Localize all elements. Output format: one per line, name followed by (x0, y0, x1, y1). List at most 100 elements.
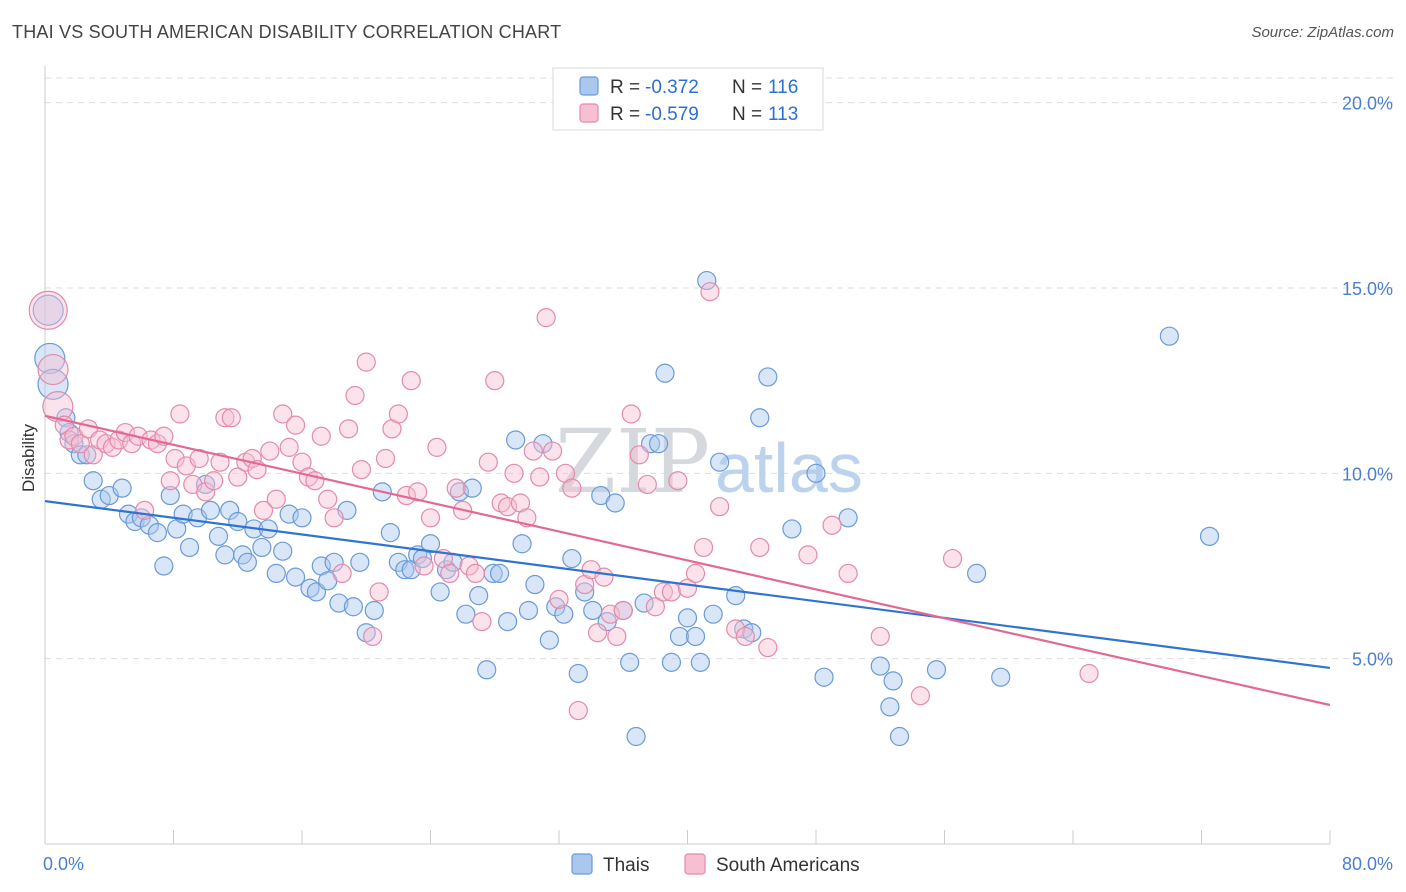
point-south-americans (710, 497, 730, 517)
y-axis-title: Disability (19, 423, 38, 492)
point-thais (489, 563, 510, 584)
point-south-americans (613, 600, 633, 621)
legend-series: Thais South Americans (571, 853, 860, 876)
point-south-americans (542, 441, 563, 461)
point-thais (539, 630, 559, 650)
point-south-americans (629, 445, 649, 465)
point-thais (605, 493, 625, 513)
point-south-americans (750, 537, 770, 558)
point-south-americans (523, 441, 543, 461)
point-south-americans (668, 471, 688, 491)
point-thais (685, 626, 706, 647)
point-south-americans (42, 391, 74, 423)
point-thais (215, 545, 235, 565)
trend-line-thais (44, 500, 1331, 670)
point-thais (806, 463, 826, 483)
point-south-americans (1079, 663, 1099, 684)
point-south-americans (504, 463, 524, 483)
y-tick-label: 10.0% (1342, 464, 1393, 484)
point-south-americans (726, 619, 746, 639)
watermark-atlas: atlas (715, 429, 863, 507)
point-thais (883, 671, 903, 691)
point-thais (364, 600, 384, 621)
point-thais (285, 567, 306, 587)
point-thais (562, 548, 582, 569)
point-thais (506, 430, 526, 450)
point-south-americans (363, 626, 383, 647)
point-south-americans (621, 404, 641, 424)
point-south-americans (318, 489, 338, 509)
point-thais (477, 660, 497, 680)
point-thais (525, 574, 545, 595)
point-thais (292, 508, 312, 528)
point-south-americans (536, 308, 556, 328)
point-south-americans (253, 500, 274, 520)
point-south-americans (260, 441, 280, 461)
point-south-americans (478, 452, 498, 472)
point-thais (655, 363, 675, 383)
point-thais (147, 523, 168, 543)
point-thais (575, 582, 595, 602)
data-points (28, 270, 1220, 747)
point-south-americans (653, 582, 674, 602)
point-south-americans (427, 437, 447, 457)
point-thais (626, 726, 646, 747)
legend-label-south-americans: South Americans (716, 855, 860, 876)
point-south-americans (196, 482, 216, 502)
y-tick-label: 5.0% (1352, 650, 1393, 670)
point-thais (83, 471, 103, 491)
point-thais (436, 560, 457, 580)
point-thais (750, 408, 770, 428)
point-south-americans (530, 467, 550, 487)
point-thais (512, 534, 532, 554)
point-thais (926, 660, 947, 680)
chart-source: Source: ZipAtlas.com (1251, 24, 1394, 41)
tick-labels: 5.0% 10.0% 15.0% 20.0% 0.0% 80.0% (43, 94, 1393, 874)
point-thais (814, 667, 834, 687)
point-thais (697, 270, 717, 291)
point-thais (462, 478, 482, 498)
legend-r-label: R = (610, 77, 640, 98)
point-south-americans (324, 508, 344, 528)
point-thais (77, 445, 97, 465)
point-thais (838, 508, 858, 528)
point-thais (554, 604, 574, 624)
point-south-americans (472, 611, 492, 632)
point-south-americans (607, 626, 627, 647)
point-south-americans (345, 385, 365, 406)
point-thais (456, 604, 476, 624)
point-south-americans (102, 437, 123, 457)
point-south-americans (600, 604, 621, 624)
point-thais (498, 611, 518, 632)
x-tick-label: 0.0% (43, 854, 84, 874)
point-thais (279, 504, 299, 524)
y-tick-label: 15.0% (1342, 279, 1393, 299)
point-thais (991, 667, 1011, 687)
point-south-americans (822, 515, 842, 535)
point-thais (160, 485, 180, 506)
point-thais (449, 482, 470, 502)
point-thais (648, 434, 669, 454)
point-south-americans (109, 430, 129, 450)
point-thais (1199, 526, 1220, 546)
point-south-americans (798, 545, 818, 565)
legend-swatch-south-americans (579, 103, 599, 123)
point-south-americans (37, 353, 69, 386)
point-thais (469, 586, 489, 606)
point-thais (200, 500, 221, 520)
point-thais (669, 626, 690, 647)
point-thais (880, 697, 900, 717)
point-south-americans (693, 537, 714, 558)
point-thais (34, 342, 66, 375)
point-south-americans (414, 556, 434, 576)
point-thais (533, 434, 553, 454)
point-south-americans (356, 352, 376, 372)
chart-title: THAI VS SOUTH AMERICAN DISABILITY CORREL… (12, 22, 562, 42)
point-south-americans (562, 478, 582, 498)
point-thais (870, 656, 890, 676)
point-thais (967, 563, 987, 584)
point-south-americans (685, 563, 706, 584)
point-south-americans (266, 489, 286, 509)
point-south-americans (637, 474, 657, 495)
point-south-americans (311, 426, 331, 446)
